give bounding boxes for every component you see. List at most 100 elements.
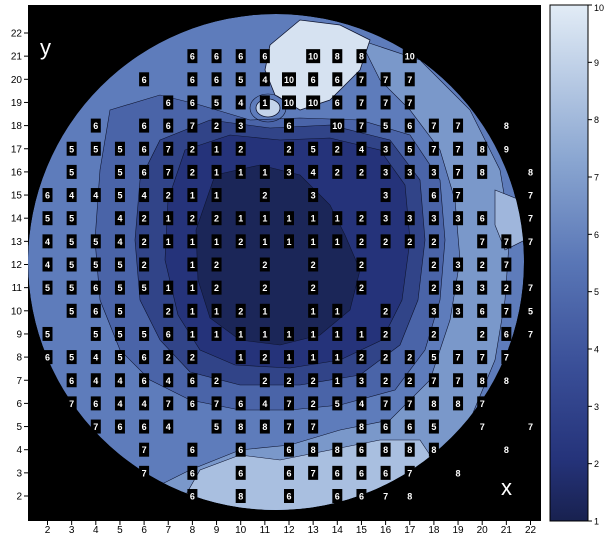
value-marker-bg <box>525 280 536 295</box>
value-marker: 3 <box>383 167 388 177</box>
value-marker: 7 <box>142 468 147 478</box>
y-tick-label: 8 <box>16 353 22 364</box>
value-marker: 4 <box>166 376 171 386</box>
value-marker: 6 <box>359 468 364 478</box>
value-marker-bg <box>453 465 464 480</box>
value-marker: 4 <box>359 144 364 154</box>
value-marker-bg <box>308 164 319 179</box>
value-marker-bg <box>90 141 101 156</box>
value-marker-bg <box>139 141 150 156</box>
value-marker-bg <box>187 350 198 365</box>
value-marker: 7 <box>431 376 436 386</box>
value-marker-bg <box>453 303 464 318</box>
value-marker-bg <box>90 396 101 411</box>
value-marker-bg <box>284 234 294 249</box>
y-tick-label: 18 <box>11 121 23 132</box>
value-marker-bg <box>235 118 246 133</box>
value-marker-bg <box>380 141 391 156</box>
value-marker-bg <box>308 442 319 457</box>
value-marker: 1 <box>262 237 267 247</box>
value-marker-bg <box>187 373 198 388</box>
value-marker-bg <box>187 234 198 249</box>
value-marker: 8 <box>262 422 267 432</box>
value-marker: 1 <box>311 329 316 339</box>
value-marker: 8 <box>504 376 509 386</box>
value-marker-bg <box>187 72 198 87</box>
value-marker: 6 <box>407 422 412 432</box>
value-marker: 2 <box>383 353 388 363</box>
y-tick-label: 4 <box>16 445 22 456</box>
value-marker-bg <box>404 442 415 457</box>
value-marker: 6 <box>238 468 243 478</box>
x-tick-label: 13 <box>308 525 320 536</box>
value-marker: 8 <box>504 121 509 131</box>
value-marker-bg <box>90 419 101 434</box>
y-tick-label: 17 <box>11 144 23 155</box>
value-marker: 6 <box>93 121 98 131</box>
value-marker-bg <box>284 489 294 503</box>
colorbar-tick-label: 7 <box>594 173 599 183</box>
value-marker-bg <box>332 442 343 457</box>
value-marker: 8 <box>407 492 412 502</box>
value-marker: 8 <box>335 52 340 62</box>
value-marker: 4 <box>262 75 267 85</box>
value-marker: 2 <box>238 237 243 247</box>
value-marker: 1 <box>262 214 267 224</box>
value-marker: 7 <box>93 422 98 432</box>
value-marker: 2 <box>214 121 219 131</box>
value-marker: 8 <box>238 492 243 502</box>
value-marker: 8 <box>383 445 388 455</box>
x-tick-label: 4 <box>93 525 99 536</box>
value-marker: 5 <box>69 237 74 247</box>
value-marker-bg <box>380 188 391 203</box>
value-marker: 8 <box>335 445 340 455</box>
value-marker-bg <box>66 164 77 179</box>
value-marker-bg <box>428 442 439 457</box>
value-marker: 6 <box>383 422 388 432</box>
value-marker: 1 <box>190 283 195 293</box>
colorbar-tick-label: 9 <box>594 58 599 68</box>
value-marker-bg <box>114 211 125 226</box>
value-marker: 7 <box>383 98 388 108</box>
value-marker-bg <box>308 326 319 341</box>
value-marker-bg <box>332 211 343 226</box>
value-marker-bg <box>284 396 294 411</box>
value-marker: 1 <box>311 214 316 224</box>
value-marker: 2 <box>359 167 364 177</box>
value-marker-bg <box>501 442 512 457</box>
x-tick-label: 20 <box>477 525 489 536</box>
value-marker: 4 <box>69 191 74 201</box>
value-marker-bg <box>211 49 222 64</box>
value-marker-bg <box>114 350 125 365</box>
value-marker: 7 <box>431 121 436 131</box>
value-marker-bg <box>66 211 77 226</box>
value-marker-bg <box>332 303 343 318</box>
value-marker-bg <box>404 141 415 156</box>
value-marker-bg <box>477 234 488 249</box>
value-marker-bg <box>187 211 198 226</box>
value-marker: 1 <box>311 237 316 247</box>
y-tick-label: 22 <box>11 29 23 40</box>
value-marker: 6 <box>142 353 147 363</box>
value-marker-bg <box>282 72 296 87</box>
value-marker: 6 <box>431 191 436 201</box>
value-marker-bg <box>66 234 77 249</box>
value-marker: 2 <box>407 353 412 363</box>
value-marker: 6 <box>383 468 388 478</box>
value-marker: 2 <box>190 167 195 177</box>
value-marker: 6 <box>286 468 291 478</box>
value-marker-bg <box>380 442 391 457</box>
value-marker: 2 <box>359 260 364 270</box>
value-marker: 7 <box>407 75 412 85</box>
value-marker: 5 <box>69 353 74 363</box>
value-marker: 2 <box>383 329 388 339</box>
value-marker: 6 <box>286 445 291 455</box>
value-marker-bg <box>428 211 439 226</box>
value-marker-bg <box>332 49 343 64</box>
value-marker: 6 <box>190 399 195 409</box>
value-marker-bg <box>332 373 343 388</box>
value-marker-bg <box>525 164 536 179</box>
value-marker: 3 <box>383 144 388 154</box>
value-marker-bg <box>380 95 391 110</box>
